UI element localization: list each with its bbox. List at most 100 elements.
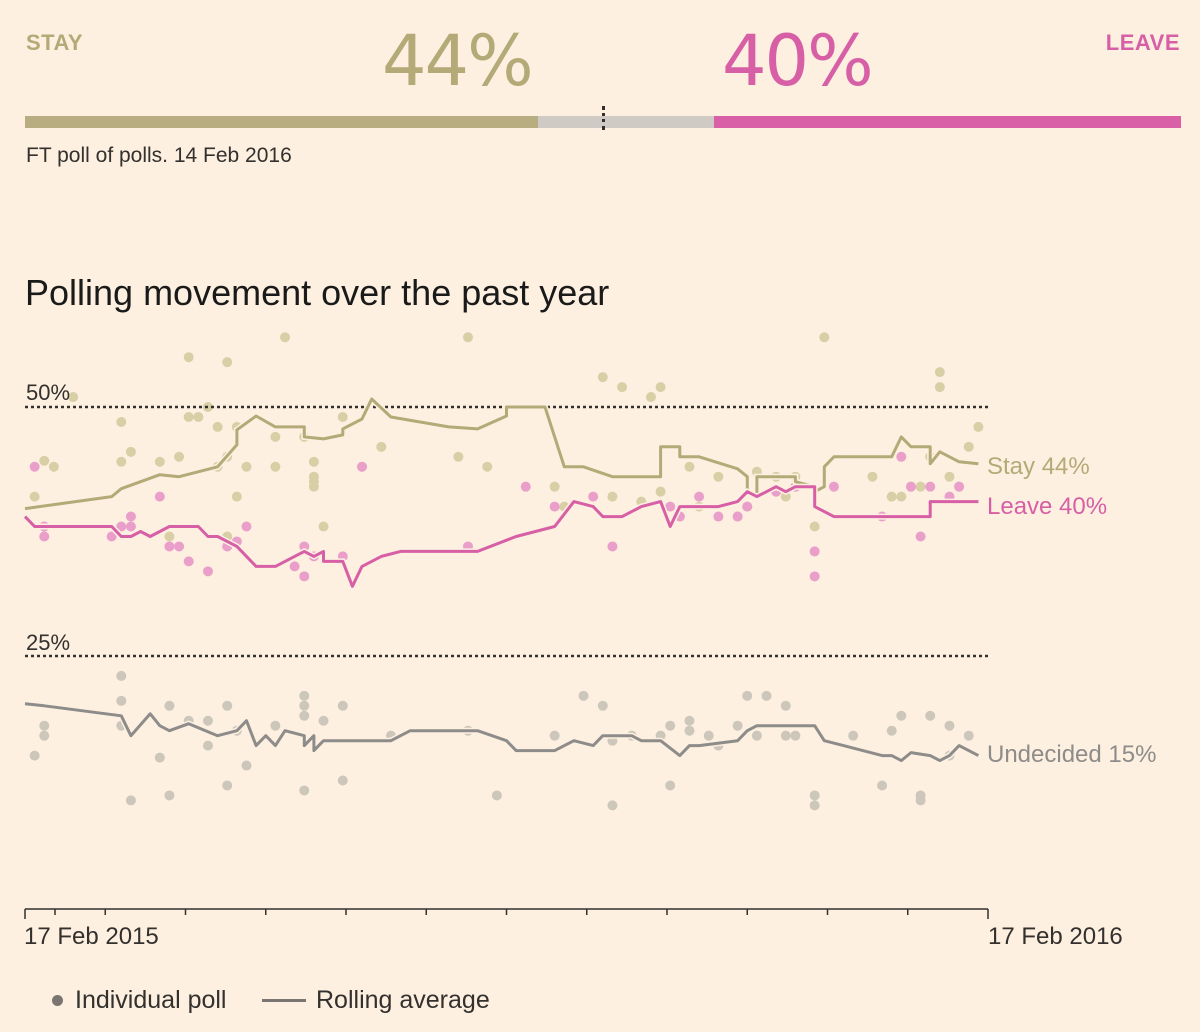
undecided-poll-dot bbox=[126, 795, 136, 805]
leave-poll-dot bbox=[184, 556, 194, 566]
undecided-poll-dot bbox=[39, 721, 49, 731]
undecided-poll-dot bbox=[299, 691, 309, 701]
undecided-poll-dot bbox=[598, 701, 608, 711]
undecided-poll-dot bbox=[299, 785, 309, 795]
stay-line-halo bbox=[25, 399, 978, 509]
undecided-poll-dot bbox=[241, 761, 251, 771]
leave-poll-dot bbox=[810, 571, 820, 581]
stay-poll-dot bbox=[713, 472, 723, 482]
undecided-poll-dot bbox=[790, 731, 800, 741]
stay-poll-dot bbox=[684, 462, 694, 472]
stay-poll-dot bbox=[607, 492, 617, 502]
undecided-poll-dot bbox=[222, 780, 232, 790]
stay-poll-dot bbox=[309, 472, 319, 482]
stay-poll-dot bbox=[656, 382, 666, 392]
stay-poll-dot bbox=[887, 492, 897, 502]
ref-label-50: 50% bbox=[26, 380, 70, 405]
leave-poll-dot bbox=[357, 462, 367, 472]
stay-poll-dot bbox=[935, 367, 945, 377]
stay-poll-dot bbox=[319, 522, 329, 532]
leave-poll-dot bbox=[906, 482, 916, 492]
polling-chart: 50% 25% 17 Feb 2015 17 Feb 2016 Stay 44%… bbox=[0, 0, 1200, 1032]
stay-poll-dot bbox=[174, 452, 184, 462]
stay-poll-dot bbox=[164, 531, 174, 541]
undecided-poll-dot bbox=[270, 721, 280, 731]
undecided-poll-dot bbox=[887, 726, 897, 736]
leave-poll-dot bbox=[126, 512, 136, 522]
stay-poll-dot bbox=[184, 352, 194, 362]
stay-poll-dot bbox=[482, 462, 492, 472]
legend-line-icon bbox=[262, 999, 306, 1002]
leave-end-label: Leave 40% bbox=[987, 493, 1107, 520]
undecided-poll-dot bbox=[877, 780, 887, 790]
undecided-poll-dot bbox=[155, 753, 165, 763]
legend-dot-icon bbox=[52, 995, 63, 1006]
undecided-poll-dot bbox=[319, 716, 329, 726]
leave-poll-dot bbox=[607, 541, 617, 551]
stay-poll-dot bbox=[463, 332, 473, 342]
leave-poll-dot bbox=[896, 452, 906, 462]
legend-individual-poll: Individual poll bbox=[75, 986, 227, 1015]
undecided-poll-dot bbox=[733, 721, 743, 731]
undecided-poll-dot bbox=[39, 731, 49, 741]
undecided-poll-dot bbox=[704, 731, 714, 741]
stay-poll-dot bbox=[241, 462, 251, 472]
undecided-poll-dot bbox=[338, 701, 348, 711]
undecided-poll-dot bbox=[896, 711, 906, 721]
stay-poll-dot bbox=[550, 482, 560, 492]
undecided-end-label: Undecided 15% bbox=[987, 741, 1156, 768]
undecided-poll-dot bbox=[116, 671, 126, 681]
undecided-poll-dot bbox=[684, 726, 694, 736]
stay-poll-dot bbox=[126, 447, 136, 457]
undecided-poll-dot bbox=[944, 721, 954, 731]
stay-poll-dot bbox=[646, 392, 656, 402]
stay-poll-dot bbox=[155, 457, 165, 467]
leave-poll-dot bbox=[155, 492, 165, 502]
undecided-poll-dot bbox=[781, 731, 791, 741]
stay-poll-dot bbox=[270, 462, 280, 472]
undecided-poll-dot bbox=[338, 776, 348, 786]
leave-poll-dot bbox=[241, 522, 251, 532]
leave-poll-dot bbox=[742, 502, 752, 512]
undecided-line-halo bbox=[25, 704, 978, 761]
undecided-poll-dot bbox=[492, 790, 502, 800]
stay-poll-dot bbox=[376, 442, 386, 452]
leave-poll-dot bbox=[954, 482, 964, 492]
undecided-poll-dot bbox=[810, 790, 820, 800]
stay-poll-dot bbox=[39, 456, 49, 466]
undecided-poll-dot bbox=[203, 741, 213, 751]
leave-poll-dot bbox=[694, 492, 704, 502]
stay-poll-dot bbox=[598, 372, 608, 382]
stay-poll-dot bbox=[280, 332, 290, 342]
undecided-poll-dot bbox=[116, 696, 126, 706]
undecided-poll-dot bbox=[781, 701, 791, 711]
undecided-poll-dot bbox=[203, 716, 213, 726]
x-tick-label-end: 17 Feb 2016 bbox=[988, 923, 1123, 950]
undecided-poll-dot bbox=[848, 731, 858, 741]
leave-poll-dot bbox=[290, 561, 300, 571]
stay-poll-dot bbox=[453, 452, 463, 462]
undecided-poll-dot bbox=[665, 780, 675, 790]
stay-poll-dot bbox=[270, 432, 280, 442]
stay-poll-dot bbox=[184, 412, 194, 422]
stay-poll-dot bbox=[193, 412, 203, 422]
stay-poll-dot bbox=[213, 422, 223, 432]
x-tick-label-start: 17 Feb 2015 bbox=[24, 923, 159, 950]
leave-poll-dot bbox=[925, 482, 935, 492]
undecided-poll-dot bbox=[607, 800, 617, 810]
legend-rolling-average: Rolling average bbox=[316, 986, 490, 1015]
stay-poll-dot bbox=[944, 472, 954, 482]
undecided-poll-dot bbox=[684, 716, 694, 726]
leave-poll-dot bbox=[203, 566, 213, 576]
stay-poll-dot bbox=[116, 457, 126, 467]
leave-poll-dot bbox=[733, 512, 743, 522]
leave-poll-dot bbox=[174, 541, 184, 551]
stay-poll-dot bbox=[338, 412, 348, 422]
stay-poll-dot bbox=[656, 487, 666, 497]
stay-poll-dot bbox=[896, 492, 906, 502]
leave-poll-dot bbox=[299, 571, 309, 581]
stay-poll-dot bbox=[935, 382, 945, 392]
undecided-poll-dot bbox=[30, 751, 40, 761]
x-axis bbox=[25, 909, 988, 919]
undecided-poll-dot bbox=[299, 701, 309, 711]
